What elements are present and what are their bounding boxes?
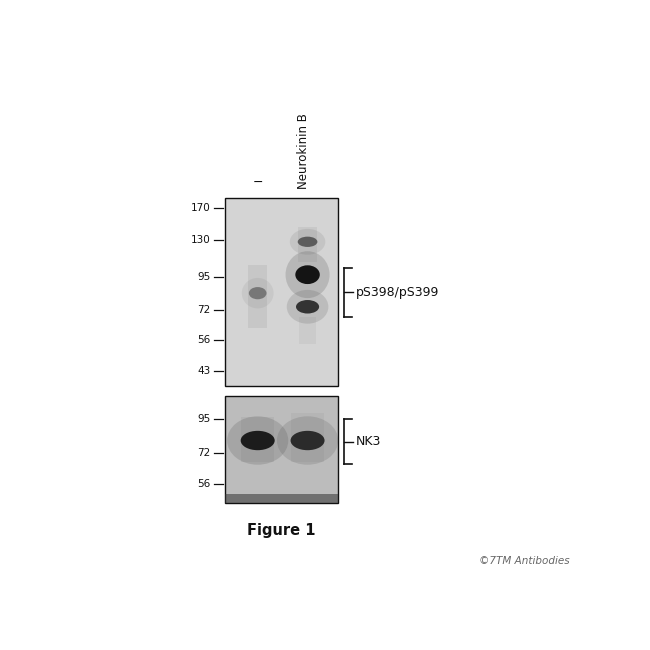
Bar — [225, 494, 338, 503]
Text: Figure 1: Figure 1 — [247, 523, 316, 538]
Text: Neurokinin B: Neurokinin B — [297, 113, 310, 189]
Bar — [241, 417, 274, 462]
Text: ©7TM Antibodies: ©7TM Antibodies — [479, 556, 570, 566]
Text: 72: 72 — [198, 448, 211, 458]
Ellipse shape — [291, 431, 324, 450]
Ellipse shape — [290, 229, 325, 255]
Bar — [225, 198, 338, 386]
Ellipse shape — [240, 431, 275, 450]
Text: 95: 95 — [198, 272, 211, 282]
Ellipse shape — [242, 278, 274, 308]
Ellipse shape — [227, 416, 289, 465]
Text: −: − — [252, 176, 263, 189]
Ellipse shape — [285, 251, 330, 298]
Bar — [291, 413, 324, 462]
Ellipse shape — [295, 265, 320, 284]
Ellipse shape — [298, 237, 317, 247]
Text: 170: 170 — [191, 203, 211, 213]
Bar — [299, 317, 316, 344]
Ellipse shape — [277, 416, 338, 465]
Text: 95: 95 — [198, 414, 211, 424]
Text: 56: 56 — [198, 480, 211, 489]
Bar — [248, 265, 267, 328]
Text: pS398/pS399: pS398/pS399 — [356, 286, 439, 299]
Text: 43: 43 — [198, 366, 211, 376]
Bar — [298, 227, 317, 262]
Text: 72: 72 — [198, 305, 211, 315]
Bar — [225, 396, 338, 503]
Text: NK3: NK3 — [356, 436, 381, 448]
Ellipse shape — [249, 287, 266, 299]
Ellipse shape — [287, 290, 328, 324]
Ellipse shape — [296, 300, 319, 313]
Text: 56: 56 — [198, 335, 211, 345]
Text: 130: 130 — [191, 235, 211, 245]
